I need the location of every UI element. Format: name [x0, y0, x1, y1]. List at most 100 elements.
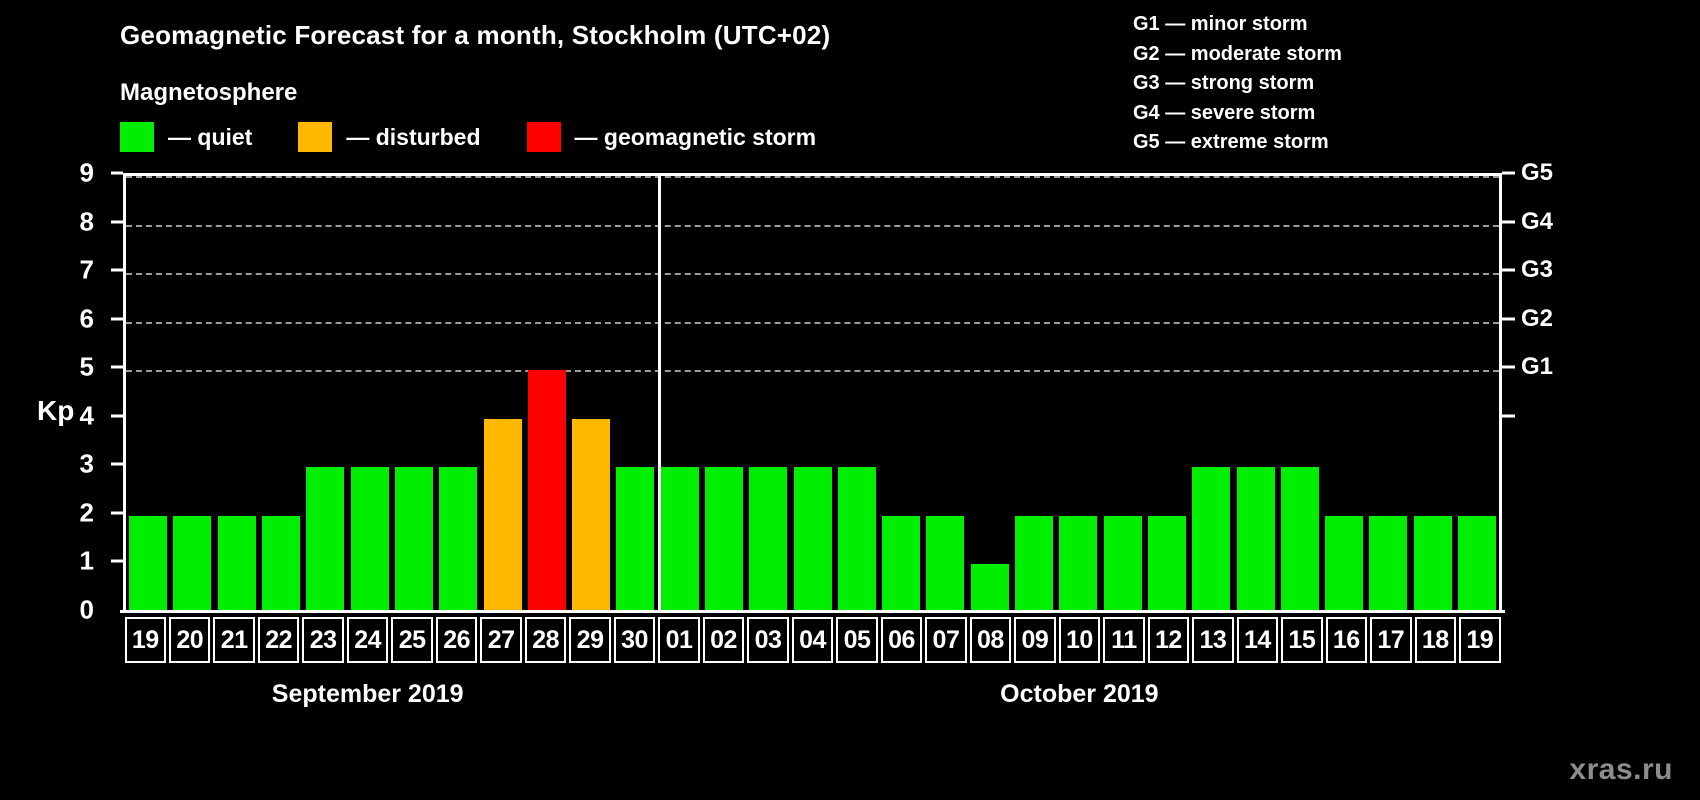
- bar-column[interactable]: [1101, 176, 1145, 613]
- bar-08[interactable]: [970, 564, 1009, 613]
- bar-column[interactable]: [1455, 176, 1499, 613]
- bar-07[interactable]: [926, 515, 965, 613]
- bar-23[interactable]: [306, 467, 345, 613]
- date-cell-25[interactable]: 14: [1236, 617, 1279, 663]
- bar-11[interactable]: [1103, 515, 1142, 613]
- date-cell-16[interactable]: 05: [836, 617, 878, 663]
- bar-column[interactable]: [392, 176, 436, 613]
- date-cell-1[interactable]: 20: [168, 617, 211, 663]
- date-cell-13[interactable]: 02: [702, 617, 745, 663]
- date-cell-29[interactable]: 18: [1414, 617, 1457, 663]
- bar-column[interactable]: [879, 176, 923, 613]
- bar-column[interactable]: [1012, 176, 1056, 613]
- bar-29[interactable]: [572, 418, 611, 613]
- bar-column[interactable]: [1278, 176, 1322, 613]
- date-cell-17[interactable]: 06: [880, 617, 923, 663]
- bar-10[interactable]: [1059, 515, 1098, 613]
- g-axis-tick-G3: [1502, 268, 1515, 272]
- bar-18[interactable]: [1413, 515, 1452, 613]
- date-cell-8[interactable]: 27: [480, 617, 522, 663]
- bar-16[interactable]: [1325, 515, 1364, 613]
- bar-13[interactable]: [1192, 467, 1231, 613]
- bar-15[interactable]: [1280, 467, 1319, 613]
- bar-column[interactable]: [126, 176, 170, 613]
- bar-02[interactable]: [705, 467, 743, 613]
- bar-column[interactable]: [1366, 176, 1410, 613]
- date-cell-7[interactable]: 26: [435, 617, 478, 663]
- date-cell-24[interactable]: 13: [1192, 617, 1234, 663]
- bar-column[interactable]: [525, 176, 569, 613]
- bar-20[interactable]: [173, 515, 212, 613]
- date-cell-11[interactable]: 30: [613, 617, 656, 663]
- bar-column[interactable]: [746, 176, 790, 613]
- bar-19[interactable]: [129, 515, 168, 613]
- bar-14[interactable]: [1236, 467, 1275, 613]
- bar-25[interactable]: [394, 467, 433, 613]
- date-cell-18[interactable]: 07: [925, 617, 967, 663]
- y-tick-mark-3: [111, 462, 123, 466]
- bar-column[interactable]: [480, 176, 524, 613]
- bar-05[interactable]: [837, 467, 876, 613]
- bar-column[interactable]: [968, 176, 1012, 613]
- bar-column[interactable]: [613, 176, 657, 613]
- bar-22[interactable]: [262, 515, 301, 613]
- bar-27[interactable]: [483, 418, 522, 613]
- bar-column[interactable]: [347, 176, 391, 613]
- month-separator-line: [658, 176, 662, 613]
- date-cell-10[interactable]: 29: [569, 617, 611, 663]
- storm-scale-line-2: G2 — moderate storm: [1133, 42, 1342, 65]
- bar-column[interactable]: [1322, 176, 1366, 613]
- date-cell-2[interactable]: 21: [213, 617, 255, 663]
- bar-column[interactable]: [658, 176, 702, 613]
- date-cell-15[interactable]: 04: [791, 617, 834, 663]
- bar-column[interactable]: [215, 176, 259, 613]
- bar-column[interactable]: [1233, 176, 1277, 613]
- date-cell-4[interactable]: 23: [302, 617, 344, 663]
- date-cell-14[interactable]: 03: [747, 617, 789, 663]
- bar-column[interactable]: [303, 176, 347, 613]
- gridline-kp-8: [126, 224, 1499, 227]
- bar-column[interactable]: [1056, 176, 1100, 613]
- bar-column[interactable]: [790, 176, 834, 613]
- bar-column[interactable]: [1145, 176, 1189, 613]
- y-tick-mark-5: [111, 365, 123, 369]
- bar-column[interactable]: [569, 176, 613, 613]
- bar-column[interactable]: [1189, 176, 1233, 613]
- date-cell-30[interactable]: 19: [1459, 617, 1501, 663]
- bar-21[interactable]: [217, 515, 256, 613]
- bar-19[interactable]: [1458, 515, 1497, 613]
- bar-24[interactable]: [350, 467, 389, 613]
- bar-column[interactable]: [702, 176, 746, 613]
- bar-06[interactable]: [882, 515, 921, 613]
- storm-scale-line-3: G3 — strong storm: [1133, 72, 1315, 94]
- bar-28[interactable]: [527, 370, 566, 613]
- date-cell-19[interactable]: 08: [969, 617, 1012, 663]
- date-cell-27[interactable]: 16: [1325, 617, 1368, 663]
- date-cell-22[interactable]: 11: [1103, 617, 1145, 663]
- date-cell-5[interactable]: 24: [346, 617, 389, 663]
- date-cell-0[interactable]: 19: [124, 617, 166, 663]
- date-cell-12[interactable]: 01: [658, 617, 700, 663]
- bar-01[interactable]: [660, 467, 699, 613]
- date-cell-21[interactable]: 10: [1058, 617, 1101, 663]
- bar-column[interactable]: [923, 176, 967, 613]
- bar-column[interactable]: [835, 176, 879, 613]
- bar-09[interactable]: [1015, 515, 1054, 613]
- date-cell-3[interactable]: 22: [257, 617, 300, 663]
- bar-column[interactable]: [259, 176, 303, 613]
- date-cell-26[interactable]: 15: [1281, 617, 1323, 663]
- bar-17[interactable]: [1369, 515, 1408, 613]
- date-cell-28[interactable]: 17: [1370, 617, 1412, 663]
- date-cell-9[interactable]: 28: [524, 617, 567, 663]
- date-cell-23[interactable]: 12: [1147, 617, 1190, 663]
- bar-03[interactable]: [749, 467, 788, 613]
- bar-column[interactable]: [436, 176, 480, 613]
- bar-column[interactable]: [1411, 176, 1455, 613]
- date-cell-20[interactable]: 09: [1014, 617, 1056, 663]
- bar-12[interactable]: [1147, 515, 1186, 613]
- bar-26[interactable]: [439, 467, 478, 613]
- bar-column[interactable]: [170, 176, 214, 613]
- bar-04[interactable]: [793, 467, 832, 613]
- date-cell-6[interactable]: 25: [391, 617, 433, 663]
- bar-30[interactable]: [616, 467, 655, 613]
